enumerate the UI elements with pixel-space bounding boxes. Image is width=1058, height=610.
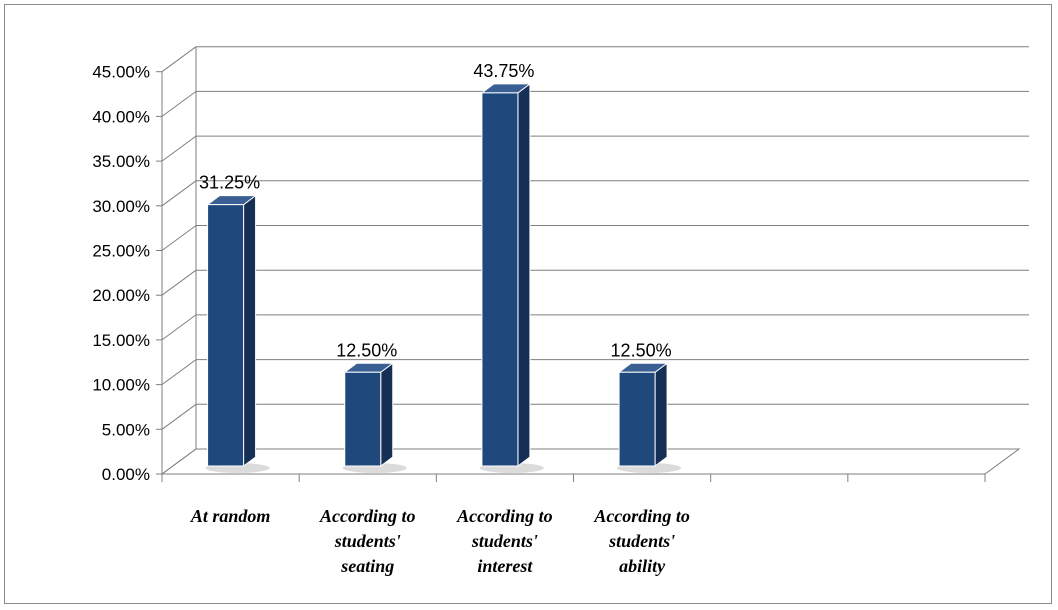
gridline-side (161, 46, 197, 73)
bar-side (380, 362, 394, 467)
category-label: students' (334, 531, 401, 551)
gridline-side (161, 314, 197, 341)
category-label: According to (319, 506, 416, 526)
data-label: 31.25% (199, 173, 260, 193)
y-tick-label: 5.00% (102, 420, 150, 439)
data-label: 12.50% (336, 340, 397, 360)
gridline-side (161, 269, 197, 296)
y-tick-label: 15.00% (92, 331, 150, 350)
category-label: ability (619, 556, 666, 576)
y-tick-label: 45.00% (92, 63, 150, 82)
category-label: According to (456, 506, 553, 526)
y-tick-label: 30.00% (92, 197, 150, 216)
gridline-side (161, 225, 197, 251)
category-label: According to (593, 506, 690, 526)
bar (344, 371, 382, 467)
y-tick-label: 35.00% (92, 152, 150, 171)
bar (481, 92, 519, 467)
gridline-side (161, 403, 197, 430)
bar (618, 371, 656, 467)
gridline-side (161, 90, 197, 117)
category-label: At random (190, 506, 271, 526)
y-tick-label: 20.00% (92, 286, 150, 305)
category-label: interest (477, 556, 533, 576)
gridline-side (161, 135, 197, 162)
category-label: students' (471, 531, 538, 551)
y-tick-label: 10.00% (92, 376, 150, 395)
data-label: 12.50% (611, 340, 672, 360)
y-tick-label: 40.00% (92, 107, 150, 126)
category-label: seating (340, 556, 394, 576)
bar (207, 204, 245, 467)
gridline-side (161, 180, 197, 207)
y-tick-label: 0.00% (102, 465, 150, 484)
category-label: students' (608, 531, 675, 551)
bar-side (243, 194, 257, 467)
data-label: 43.75% (473, 61, 534, 81)
bar-side (654, 362, 668, 467)
bar-side (517, 82, 531, 467)
gridline-side (161, 359, 197, 386)
chart-floor (160, 448, 1021, 475)
y-tick-label: 25.00% (92, 242, 150, 261)
